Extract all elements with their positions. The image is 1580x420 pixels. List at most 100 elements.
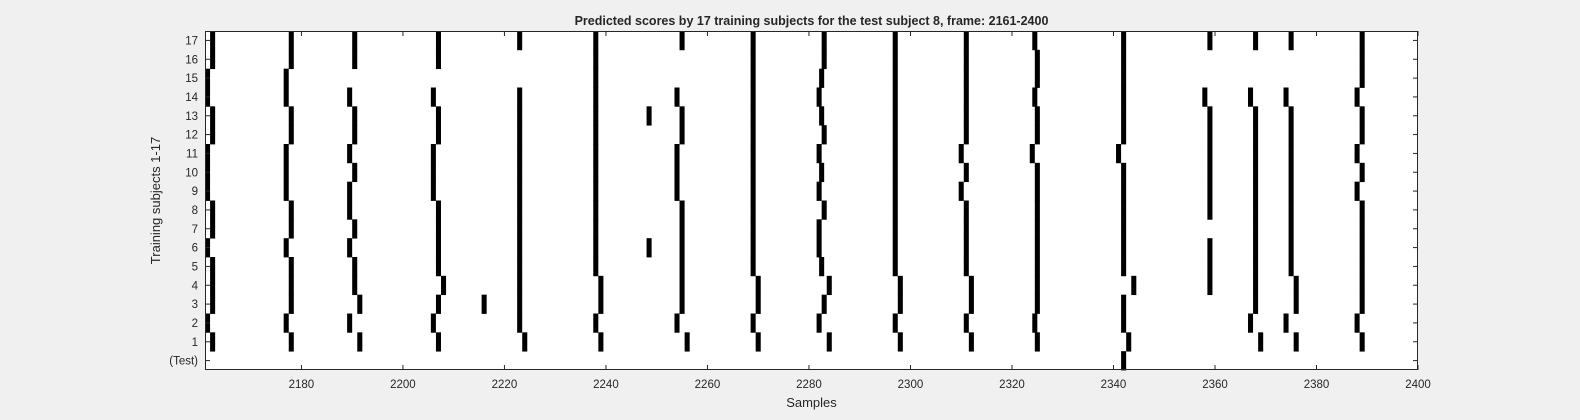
- score-mark: [679, 106, 685, 126]
- plot-area: [205, 31, 1418, 370]
- x-tick-label: 2200: [390, 379, 416, 391]
- score-mark: [897, 294, 903, 314]
- score-mark: [1121, 87, 1127, 107]
- y-tick-label: (Test): [169, 356, 198, 368]
- score-mark: [674, 144, 680, 164]
- score-mark: [1034, 332, 1040, 352]
- score-mark: [963, 49, 969, 70]
- score-mark: [684, 332, 690, 352]
- score-mark: [352, 162, 358, 183]
- score-mark: [352, 275, 358, 296]
- score-mark: [963, 200, 969, 220]
- score-mark: [593, 238, 599, 258]
- score-mark: [357, 332, 363, 352]
- score-mark: [210, 125, 216, 145]
- score-mark: [897, 332, 903, 352]
- score-mark: [1288, 162, 1294, 183]
- score-mark: [892, 200, 898, 220]
- score-mark: [1288, 219, 1294, 239]
- score-mark: [288, 219, 294, 239]
- score-mark: [1253, 106, 1259, 126]
- score-mark: [593, 313, 599, 333]
- score-mark: [816, 87, 822, 107]
- score-mark: [1283, 87, 1289, 107]
- score-mark: [646, 238, 652, 258]
- y-tick-label: 17: [185, 35, 198, 47]
- score-mark: [435, 332, 441, 352]
- y-tick-label: 6: [192, 243, 198, 255]
- score-mark: [598, 275, 604, 296]
- score-mark: [430, 144, 436, 164]
- score-mark: [1253, 294, 1259, 314]
- score-mark: [963, 87, 969, 107]
- score-mark: [1359, 238, 1365, 258]
- score-mark: [1207, 257, 1213, 277]
- score-mark: [1288, 238, 1294, 258]
- score-mark: [352, 257, 358, 277]
- score-mark: [1207, 162, 1213, 183]
- score-mark: [210, 294, 216, 314]
- score-mark: [892, 31, 898, 51]
- score-mark: [963, 162, 969, 183]
- score-mark: [430, 313, 436, 333]
- score-mark: [517, 144, 523, 164]
- score-mark: [679, 31, 685, 51]
- score-mark: [1359, 219, 1365, 239]
- score-mark: [1207, 144, 1213, 164]
- score-mark: [750, 200, 756, 220]
- score-mark: [819, 106, 825, 126]
- x-tick-label: 2360: [1202, 379, 1228, 391]
- score-mark: [517, 238, 523, 258]
- score-mark: [347, 313, 353, 333]
- score-mark: [288, 31, 294, 51]
- score-mark: [210, 275, 216, 296]
- score-mark: [441, 275, 447, 296]
- score-mark: [1253, 144, 1259, 164]
- score-mark: [892, 181, 898, 201]
- score-mark: [288, 200, 294, 220]
- score-mark: [1359, 162, 1365, 183]
- score-mark: [1207, 275, 1213, 296]
- score-mark: [1121, 162, 1127, 183]
- score-mark: [347, 144, 353, 164]
- score-mark: [1034, 68, 1040, 88]
- score-mark: [963, 313, 969, 333]
- y-tick-label: 14: [185, 92, 198, 104]
- score-mark: [435, 31, 441, 51]
- y-axis: 17 16 15 14 13 12 11 10 9 8 7 6 5 4 3 2 1 (Test): [169, 35, 1418, 368]
- score-mark: [1034, 238, 1040, 258]
- score-mark: [1207, 238, 1213, 258]
- heatmap-marks: [205, 31, 1365, 371]
- score-mark: [593, 144, 599, 164]
- y-tick-label: 4: [192, 280, 199, 292]
- score-mark: [1032, 313, 1038, 333]
- score-mark: [357, 294, 363, 314]
- score-mark: [958, 144, 964, 164]
- score-mark: [1288, 106, 1294, 126]
- y-tick-label: 10: [185, 167, 198, 179]
- score-mark: [816, 144, 822, 164]
- score-mark: [750, 313, 756, 333]
- score-mark: [352, 106, 358, 126]
- y-tick-label: 12: [185, 130, 198, 142]
- score-mark: [1359, 332, 1365, 352]
- score-mark: [1034, 162, 1040, 183]
- score-mark: [593, 106, 599, 126]
- score-mark: [517, 219, 523, 239]
- score-mark: [288, 106, 294, 126]
- score-mark: [892, 49, 898, 70]
- score-mark: [892, 87, 898, 107]
- score-mark: [1288, 144, 1294, 164]
- score-mark: [755, 332, 761, 352]
- score-mark: [1202, 87, 1208, 107]
- x-tick-label: 2280: [796, 379, 822, 391]
- score-mark: [517, 162, 523, 183]
- score-mark: [352, 49, 358, 70]
- score-mark: [1121, 125, 1127, 145]
- score-mark: [593, 87, 599, 107]
- score-mark: [892, 238, 898, 258]
- score-mark: [892, 219, 898, 239]
- score-mark: [1034, 275, 1040, 296]
- score-mark: [963, 106, 969, 126]
